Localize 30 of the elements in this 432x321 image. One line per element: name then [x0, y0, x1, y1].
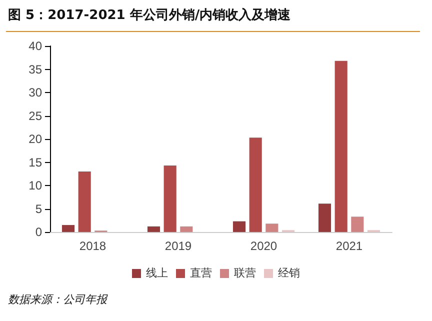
x-tick-label: 2019	[164, 239, 192, 253]
bar	[147, 226, 160, 232]
bar	[62, 225, 75, 232]
legend-label: 线上	[146, 266, 168, 280]
y-tick-label: 30	[28, 86, 42, 100]
y-tick-label: 5	[35, 202, 42, 216]
y-tick-label: 10	[28, 178, 42, 192]
bar	[318, 204, 332, 232]
bar	[334, 60, 348, 232]
y-tick-label: 40	[28, 39, 42, 53]
chart-title: 图 5：2017-2021 年公司外销/内销收入及增速	[8, 6, 291, 24]
bar	[164, 166, 176, 232]
y-tick-label: 15	[28, 155, 42, 170]
legend-label: 直营	[190, 266, 212, 280]
x-tick-label: 2020	[250, 239, 278, 253]
bar	[78, 172, 91, 232]
x-tick-label: 2021	[336, 239, 363, 253]
legend-label: 联营	[234, 266, 256, 280]
legend-label: 经销	[278, 268, 300, 280]
y-tick-label: 20	[28, 132, 42, 146]
y-tick-label: 0	[35, 225, 42, 239]
bar	[266, 224, 278, 232]
source-note: 数据来源：公司年报	[8, 292, 107, 307]
bar	[249, 138, 262, 232]
bar	[232, 221, 246, 232]
x-tick-label: 2018	[79, 239, 106, 253]
bar	[180, 226, 193, 232]
y-tick-label: 25	[28, 108, 42, 123]
y-tick-label: 35	[28, 62, 42, 76]
bar	[351, 216, 364, 232]
